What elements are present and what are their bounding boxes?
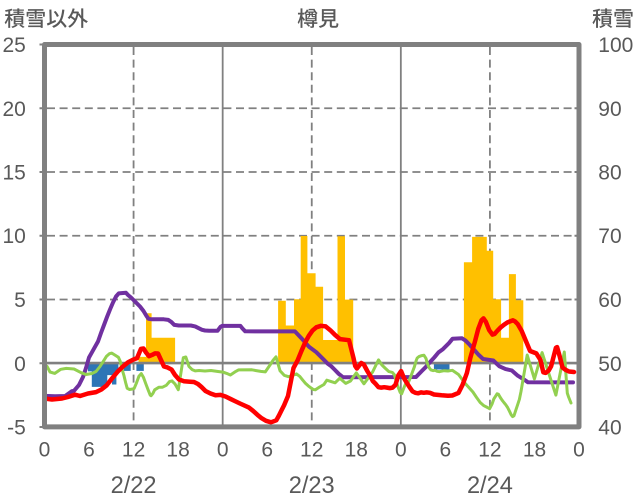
svg-text:12: 12	[478, 439, 501, 462]
svg-text:0: 0	[217, 439, 229, 462]
svg-text:25: 25	[2, 34, 25, 57]
svg-text:40: 40	[598, 417, 621, 440]
svg-text:70: 70	[598, 225, 621, 248]
svg-text:18: 18	[166, 439, 189, 462]
svg-text:20: 20	[2, 98, 25, 121]
svg-text:0: 0	[395, 439, 407, 462]
svg-text:50: 50	[598, 353, 621, 376]
svg-text:80: 80	[598, 162, 621, 185]
svg-text:2/24: 2/24	[467, 473, 513, 499]
svg-text:0: 0	[573, 439, 585, 462]
svg-text:6: 6	[261, 439, 273, 462]
svg-text:15: 15	[2, 162, 25, 185]
svg-text:2/22: 2/22	[111, 473, 157, 499]
svg-text:10: 10	[2, 225, 25, 248]
svg-text:-5: -5	[7, 417, 26, 440]
svg-text:12: 12	[122, 439, 145, 462]
svg-text:6: 6	[440, 439, 452, 462]
svg-text:5: 5	[14, 289, 26, 312]
svg-text:0: 0	[14, 353, 26, 376]
svg-text:2/23: 2/23	[289, 473, 335, 499]
svg-text:90: 90	[598, 98, 621, 121]
svg-text:6: 6	[83, 439, 95, 462]
svg-text:60: 60	[598, 289, 621, 312]
svg-text:18: 18	[523, 439, 546, 462]
svg-text:12: 12	[300, 439, 323, 462]
svg-text:18: 18	[345, 439, 368, 462]
svg-text:0: 0	[39, 439, 51, 462]
svg-text:100: 100	[598, 34, 633, 57]
